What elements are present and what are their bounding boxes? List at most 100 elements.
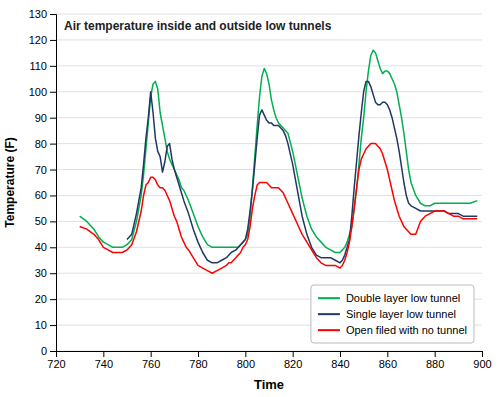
x-axis: 720 740 760 780 800 820 840 860 880 900 <box>47 351 491 370</box>
tick: 760 <box>142 351 160 370</box>
title: Air temperature inside and outside low t… <box>64 19 332 33</box>
tick-mark <box>50 351 56 352</box>
y-axis-label: Temperature (F) <box>3 137 17 227</box>
legend-swatch <box>318 329 340 331</box>
tick-label: 720 <box>47 358 65 370</box>
tick-label: 760 <box>142 358 160 370</box>
tick-mark <box>50 40 56 41</box>
legend-label: Open filed with no tunnel <box>346 324 467 336</box>
tick-mark <box>50 273 56 274</box>
tick-label: 740 <box>95 358 113 370</box>
x-axis-label: Time <box>254 377 284 392</box>
legend-label: Double layer low tunnel <box>346 292 460 304</box>
grid-line <box>56 221 482 222</box>
tick-label: 30 <box>35 267 47 279</box>
tick: 800 <box>237 351 255 370</box>
tick-mark <box>151 351 152 357</box>
tick-label: 40 <box>35 241 47 253</box>
tick-mark <box>482 351 483 357</box>
tick-mark <box>50 325 56 326</box>
grid-line <box>56 65 482 66</box>
tick-label: 0 <box>41 345 47 357</box>
tick: 880 <box>426 351 444 370</box>
tick-label: 110 <box>29 60 47 72</box>
tick-label: 70 <box>35 164 47 176</box>
tick-label: 100 <box>29 86 47 98</box>
legend-label: Single layer low tunnel <box>346 308 456 320</box>
tick: 100 <box>29 86 56 98</box>
tick-mark <box>50 14 56 15</box>
tick-label: 90 <box>35 112 47 124</box>
y-axis: 0 10 20 30 40 50 60 70 80 90 100 110 120 130 <box>29 8 57 357</box>
tick-mark <box>50 195 56 196</box>
tick-mark <box>103 351 104 357</box>
legend-item: Single layer low tunnel <box>318 308 456 320</box>
tick-label: 880 <box>426 358 444 370</box>
tick: 80 <box>35 138 56 150</box>
tick: 120 <box>29 34 56 46</box>
tick-mark <box>50 118 56 119</box>
tick-mark <box>50 170 56 171</box>
tick-mark <box>50 66 56 67</box>
tick-label: 840 <box>331 358 349 370</box>
plot: 720 740 760 780 800 820 840 860 880 900 0 10 20 30 40 5… <box>29 8 492 370</box>
legend-box <box>311 285 474 343</box>
lines <box>80 50 478 273</box>
tick-label: 10 <box>35 319 47 331</box>
tick: 720 <box>47 351 65 370</box>
tick-label: 50 <box>35 215 47 227</box>
legend-swatch <box>318 313 340 315</box>
grid-line <box>56 195 482 196</box>
tick: 130 <box>29 8 56 20</box>
tick-label: 80 <box>35 138 47 150</box>
tick: 840 <box>331 351 349 370</box>
grid-line <box>56 39 482 40</box>
tick-label: 20 <box>35 293 47 305</box>
legend-item: Double layer low tunnel <box>318 292 460 304</box>
tick-label: 860 <box>379 358 397 370</box>
tick: 740 <box>95 351 113 370</box>
tick: 0 <box>41 345 56 357</box>
tick-mark <box>293 351 294 357</box>
legend-swatch <box>318 297 340 299</box>
tick: 780 <box>189 351 207 370</box>
tick-mark <box>50 247 56 248</box>
tick: 70 <box>35 164 56 176</box>
tick: 90 <box>35 112 56 124</box>
tick-label: 60 <box>35 189 47 201</box>
legend-item: Open filed with no tunnel <box>318 324 467 336</box>
tick-mark <box>340 351 341 357</box>
tick-mark <box>245 351 246 357</box>
tick: 110 <box>29 60 56 72</box>
tick-mark <box>50 221 56 222</box>
tick-label: 820 <box>284 358 302 370</box>
grid-line <box>56 273 482 274</box>
tick: 60 <box>35 189 56 201</box>
tick: 10 <box>35 319 56 331</box>
tick-mark <box>198 351 199 357</box>
legend: Double layer low tunnel Single layer low … <box>311 285 474 343</box>
tick-mark <box>50 92 56 93</box>
tick: 20 <box>35 293 56 305</box>
tick-label: 780 <box>189 358 207 370</box>
tick: 30 <box>35 267 56 279</box>
grid-line <box>56 14 482 15</box>
tick-label: 120 <box>29 34 47 46</box>
tick-mark <box>435 351 436 357</box>
chart: 720 740 760 780 800 820 840 860 880 900 0 10 20 30 40 5… <box>0 0 500 397</box>
grid-line <box>56 143 482 144</box>
grid-line <box>56 91 482 92</box>
tick: 900 <box>473 351 491 370</box>
axis-line <box>57 352 483 358</box>
tick-label: 130 <box>29 8 47 20</box>
series-line <box>80 144 478 274</box>
grid-line <box>56 117 482 118</box>
tick-mark <box>50 299 56 300</box>
axis-line <box>50 15 57 352</box>
tick-label: 800 <box>237 358 255 370</box>
tick: 50 <box>35 215 56 227</box>
tick: 40 <box>35 241 56 253</box>
grid <box>56 14 482 351</box>
tick: 820 <box>284 351 302 370</box>
tick: 860 <box>379 351 397 370</box>
